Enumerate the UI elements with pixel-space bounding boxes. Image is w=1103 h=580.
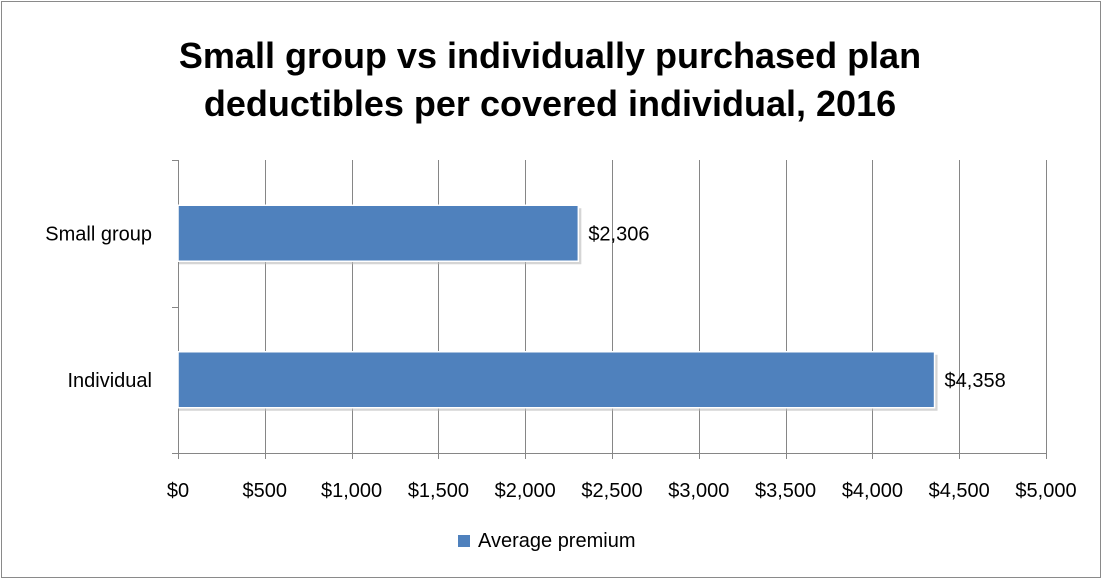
x-tick-label: $2,000 xyxy=(495,480,556,502)
x-tick-label: $500 xyxy=(243,480,288,502)
data-label: $4,358 xyxy=(945,370,1006,392)
chart-title-line-1: Small group vs individually purchased pl… xyxy=(178,35,922,76)
bar-individual xyxy=(177,351,936,409)
x-tick-label: $5,000 xyxy=(1015,480,1076,502)
category-label: Individual xyxy=(67,370,152,392)
x-tick-label: $4,500 xyxy=(929,480,990,502)
x-tick-label: $4,000 xyxy=(842,480,903,502)
chart-title: Small group vs individually purchased pl… xyxy=(0,32,1100,128)
x-tick-label: $1,500 xyxy=(408,480,469,502)
legend-label: Average premium xyxy=(478,530,635,552)
x-tick-label: $0 xyxy=(167,480,189,502)
data-label: $2,306 xyxy=(588,223,649,245)
chart-title-line-2: deductibles per covered individual, 2016 xyxy=(203,83,897,124)
bar-small-group xyxy=(177,204,580,262)
x-tick-label: $1,000 xyxy=(321,480,382,502)
category-label: Small group xyxy=(45,223,152,245)
bars xyxy=(177,204,938,411)
x-tick-label: $2,500 xyxy=(581,480,642,502)
labels: $0 $500 $1,000 $1,500 $2,000 $2,500 $3,000 $3,5… xyxy=(45,223,1076,502)
x-tick-label: $3,500 xyxy=(755,480,816,502)
x-tick-label: $3,000 xyxy=(668,480,729,502)
legend: Average premium xyxy=(458,530,635,552)
legend-swatch xyxy=(458,535,470,547)
